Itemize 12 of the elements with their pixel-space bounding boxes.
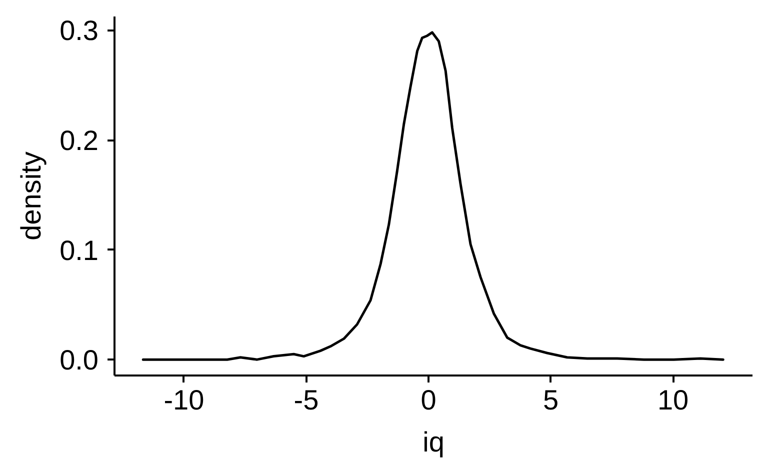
x-axis-title: iq — [422, 426, 444, 458]
y-tick-label: 0.0 — [60, 344, 99, 376]
x-tick-label: -10 — [164, 384, 204, 416]
line-series — [142, 31, 724, 361]
y-tick-label: 0.1 — [60, 234, 99, 266]
x-tick-label: 5 — [542, 384, 559, 416]
y-tick-label: 0.3 — [60, 15, 99, 46]
x-tick-label: -5 — [294, 384, 319, 416]
y-tick-label: 0.2 — [60, 125, 99, 156]
x-tick-label: 0 — [420, 384, 436, 416]
y-axis-title: density — [16, 152, 47, 240]
x-tick-label: 10 — [657, 384, 689, 416]
